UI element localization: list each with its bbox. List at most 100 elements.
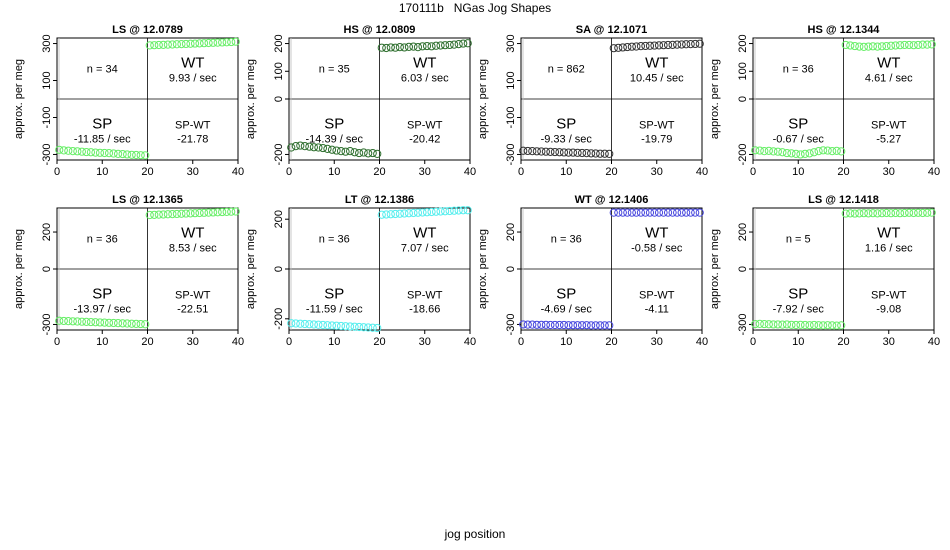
sp-point: [596, 321, 605, 330]
sp-point: [91, 318, 100, 327]
wt-point: [864, 209, 873, 218]
x-tick-label: 10: [560, 166, 572, 178]
sp-point: [532, 147, 541, 156]
sp-point: [582, 321, 591, 330]
wt-point: [431, 207, 441, 216]
sp-point: [300, 142, 309, 151]
x-tick-label: 40: [928, 336, 940, 348]
y-tick-label: 200: [505, 223, 517, 241]
wt-point: [873, 42, 882, 51]
sp-point: [104, 318, 114, 327]
sp-wt-value: -22.51: [177, 304, 208, 316]
wt-point: [654, 208, 664, 217]
wt-point: [855, 209, 864, 218]
wt-point: [864, 42, 873, 51]
sp-point: [550, 320, 560, 330]
wt-point: [190, 39, 200, 48]
wt-point: [436, 41, 445, 50]
wt-point: [181, 39, 191, 49]
wt-rate: 1.16 / sec: [865, 243, 913, 255]
sp-point: [546, 320, 555, 330]
sp-point: [341, 147, 350, 156]
sp-wt-label: SP-WT: [175, 290, 211, 302]
wt-label: WT: [413, 55, 436, 72]
sp-point: [314, 143, 323, 152]
sp-point: [555, 320, 564, 330]
wt-point: [873, 209, 882, 218]
wt-point: [418, 42, 427, 51]
sp-point: [568, 148, 578, 157]
sp-point: [828, 321, 837, 330]
wt-point: [609, 44, 618, 53]
sp-point: [95, 148, 105, 157]
sp-point: [291, 319, 300, 328]
x-tick-label: 0: [286, 166, 292, 178]
y-tick-label: -300: [505, 313, 517, 335]
sp-point: [100, 318, 109, 327]
wt-point: [609, 208, 618, 217]
sp-point: [541, 147, 550, 156]
x-tick-label: 30: [187, 336, 199, 348]
y-tick-label: -200: [273, 308, 285, 330]
sp-point: [368, 148, 377, 158]
wt-point: [391, 209, 400, 219]
wt-point: [855, 42, 864, 51]
wt-point: [663, 208, 673, 217]
wt-point: [923, 40, 932, 49]
sp-point: [287, 143, 296, 152]
x-tick-label: 40: [696, 166, 708, 178]
wt-point: [159, 210, 168, 219]
wt-point: [391, 43, 400, 52]
wt-point: [645, 208, 655, 217]
wt-point: [627, 42, 636, 51]
sp-point: [528, 147, 537, 156]
sp-point: [755, 319, 764, 328]
wt-point: [377, 210, 386, 219]
wt-point: [918, 208, 927, 218]
sp-point: [755, 146, 764, 155]
x-tick-label: 0: [750, 166, 756, 178]
y-axis-label: approx. per meg: [709, 229, 721, 309]
x-tick-label: 20: [141, 336, 153, 348]
sp-point: [113, 319, 123, 328]
wt-point: [868, 209, 878, 218]
sp-point: [564, 148, 573, 157]
wt-point: [382, 43, 391, 53]
wt-point: [632, 42, 641, 51]
wt-point: [895, 209, 905, 218]
panel-title: LT @ 12.1386: [345, 194, 414, 206]
sp-point: [751, 146, 760, 155]
wt-point: [422, 41, 432, 51]
sp-label: SP: [92, 116, 112, 133]
wt-point: [614, 208, 623, 217]
x-tick-label: 20: [837, 336, 849, 348]
x-tick-label: 0: [286, 336, 292, 348]
wt-point: [154, 40, 163, 50]
sp-point: [587, 321, 596, 330]
sp-point: [350, 148, 359, 157]
panel-1: LS @ 12.0789 0 10 20 30 40 -300 -100 100 300 appro…: [13, 24, 244, 178]
y-tick-label: -300: [505, 143, 517, 165]
sp-point: [760, 319, 769, 329]
wt-label: WT: [413, 225, 436, 242]
sp-point: [91, 148, 100, 157]
sp-wt-value: -18.66: [409, 304, 440, 316]
wt-point: [404, 209, 414, 218]
wt-point: [209, 38, 218, 47]
x-tick-label: 40: [232, 166, 244, 178]
sp-point: [109, 318, 118, 328]
wt-point: [231, 207, 240, 216]
x-tick-label: 10: [328, 166, 340, 178]
sp-wt-label: SP-WT: [407, 290, 443, 302]
y-axis-label: approx. per meg: [245, 229, 257, 309]
sp-rate: -11.85 / sec: [74, 134, 131, 146]
sp-point: [819, 146, 828, 155]
wt-point: [218, 207, 227, 217]
sp-point: [832, 321, 841, 330]
sp-point: [55, 145, 64, 154]
wt-point: [695, 208, 704, 217]
x-tick-label: 10: [792, 336, 804, 348]
wt-point: [172, 40, 182, 49]
wt-point: [454, 40, 463, 49]
